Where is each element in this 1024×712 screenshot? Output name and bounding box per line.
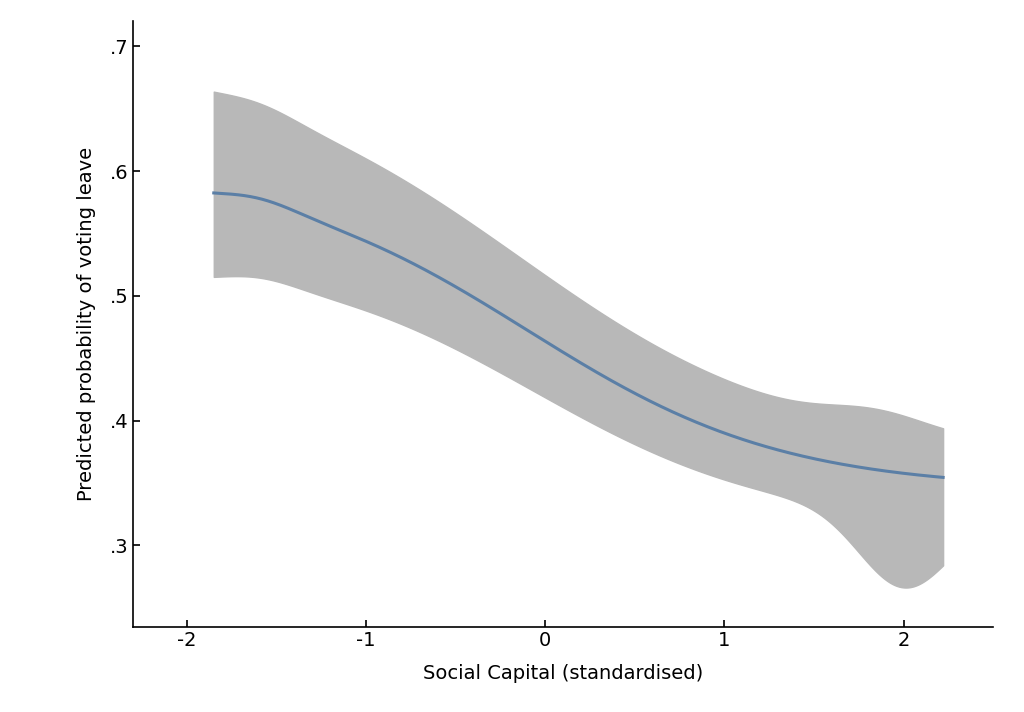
X-axis label: Social Capital (standardised): Social Capital (standardised) (423, 664, 703, 684)
Y-axis label: Predicted probability of voting leave: Predicted probability of voting leave (77, 147, 95, 501)
